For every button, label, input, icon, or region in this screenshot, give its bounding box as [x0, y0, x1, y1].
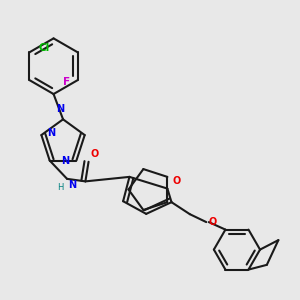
Text: Cl: Cl	[39, 43, 50, 52]
Text: O: O	[172, 176, 180, 186]
Text: O: O	[90, 149, 98, 159]
Text: N: N	[61, 156, 70, 166]
Text: O: O	[209, 217, 217, 227]
Text: N: N	[68, 180, 76, 190]
Text: N: N	[47, 128, 55, 137]
Text: H: H	[57, 183, 63, 192]
Text: F: F	[63, 77, 70, 87]
Text: N: N	[56, 103, 64, 114]
